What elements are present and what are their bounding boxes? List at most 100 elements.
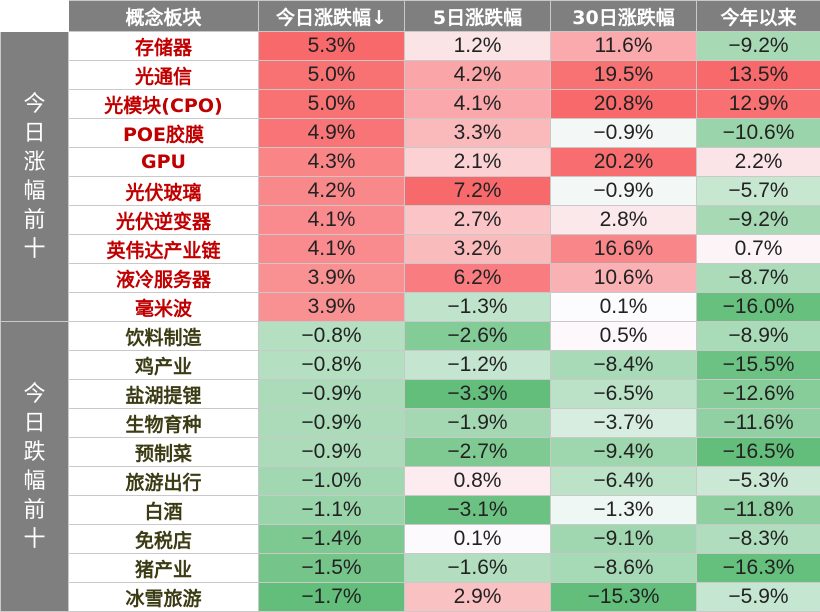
value-cell-ytd: −16.5% <box>697 438 820 467</box>
header-today-change: 今日涨跌幅↓ <box>259 1 405 32</box>
table-row: 旅游出行−1.0%0.8%−6.4%−5.3% <box>1 467 820 496</box>
value-cell-30d: −0.9% <box>551 177 697 206</box>
value-cell-ytd: 2.2% <box>697 148 820 177</box>
value-cell-30d: −0.9% <box>551 119 697 148</box>
concept-name: 光模块(CPO) <box>69 90 259 119</box>
concept-name: 英伟达产业链 <box>69 235 259 264</box>
value-cell-5d: 1.2% <box>405 32 551 61</box>
concept-name: 光伏逆变器 <box>69 206 259 235</box>
table-row: 猪产业−1.5%−1.6%−8.6%−16.3% <box>1 554 820 583</box>
value-cell-today: 5.3% <box>259 32 405 61</box>
value-cell-today: 3.9% <box>259 264 405 293</box>
group-label-top-gainers: 今日涨幅前十 <box>1 32 69 322</box>
value-cell-30d: 10.6% <box>551 264 697 293</box>
concept-name: 饮料制造 <box>69 322 259 351</box>
value-cell-ytd: −8.3% <box>697 525 820 554</box>
concept-name: 预制菜 <box>69 438 259 467</box>
value-cell-today: 4.1% <box>259 206 405 235</box>
concept-name: 白酒 <box>69 496 259 525</box>
table-row: 鸡产业−0.8%−1.2%−8.4%−15.5% <box>1 351 820 380</box>
value-cell-ytd: 0.7% <box>697 235 820 264</box>
concept-name: 鸡产业 <box>69 351 259 380</box>
value-cell-30d: 16.6% <box>551 235 697 264</box>
value-cell-ytd: 13.5% <box>697 61 820 90</box>
value-cell-5d: −1.6% <box>405 554 551 583</box>
header-blank <box>1 1 69 32</box>
value-cell-today: −0.9% <box>259 380 405 409</box>
value-cell-5d: −2.7% <box>405 438 551 467</box>
value-cell-30d: −9.4% <box>551 438 697 467</box>
value-cell-30d: −9.1% <box>551 525 697 554</box>
value-cell-today: −0.9% <box>259 438 405 467</box>
value-cell-5d: 3.3% <box>405 119 551 148</box>
value-cell-ytd: −11.6% <box>697 409 820 438</box>
group-label-top-losers: 今日跌幅前十 <box>1 322 69 612</box>
concept-name: 生物育种 <box>69 409 259 438</box>
concept-name: 毫米波 <box>69 293 259 322</box>
concept-name: POE胶膜 <box>69 119 259 148</box>
value-cell-today: −0.9% <box>259 409 405 438</box>
group-label-text: 今日涨幅前十 <box>1 90 68 264</box>
value-cell-ytd: −16.3% <box>697 554 820 583</box>
value-cell-ytd: −16.0% <box>697 293 820 322</box>
value-cell-today: −1.4% <box>259 525 405 554</box>
value-cell-30d: 20.8% <box>551 90 697 119</box>
value-cell-30d: 11.6% <box>551 32 697 61</box>
group-label-text: 今日跌幅前十 <box>1 380 68 554</box>
value-cell-5d: 6.2% <box>405 264 551 293</box>
header-5d-change: 5日涨跌幅 <box>405 1 551 32</box>
concept-name: 旅游出行 <box>69 467 259 496</box>
value-cell-today: 4.1% <box>259 235 405 264</box>
value-cell-5d: 4.2% <box>405 61 551 90</box>
value-cell-ytd: −5.7% <box>697 177 820 206</box>
concept-name: 盐湖提锂 <box>69 380 259 409</box>
value-cell-today: −0.8% <box>259 351 405 380</box>
concept-name: 存储器 <box>69 32 259 61</box>
value-cell-5d: −2.6% <box>405 322 551 351</box>
value-cell-today: 3.9% <box>259 293 405 322</box>
value-cell-30d: −1.3% <box>551 496 697 525</box>
value-cell-5d: 2.9% <box>405 583 551 612</box>
value-cell-today: −1.0% <box>259 467 405 496</box>
value-cell-30d: −15.3% <box>551 583 697 612</box>
value-cell-30d: −8.4% <box>551 351 697 380</box>
header-concept: 概念板块 <box>69 1 259 32</box>
value-cell-30d: −6.5% <box>551 380 697 409</box>
value-cell-ytd: −8.7% <box>697 264 820 293</box>
table-row: 盐湖提锂−0.9%−3.3%−6.5%−12.6% <box>1 380 820 409</box>
concept-name: 免税店 <box>69 525 259 554</box>
value-cell-ytd: −11.8% <box>697 496 820 525</box>
value-cell-ytd: −9.2% <box>697 206 820 235</box>
value-cell-today: −0.8% <box>259 322 405 351</box>
value-cell-ytd: −5.9% <box>697 583 820 612</box>
value-cell-5d: 2.7% <box>405 206 551 235</box>
value-cell-30d: 19.5% <box>551 61 697 90</box>
value-cell-30d: 0.1% <box>551 293 697 322</box>
value-cell-5d: 7.2% <box>405 177 551 206</box>
concept-name: 猪产业 <box>69 554 259 583</box>
table-row: 光模块(CPO)5.0%4.1%20.8%12.9% <box>1 90 820 119</box>
value-cell-ytd: −10.6% <box>697 119 820 148</box>
table-row: 预制菜−0.9%−2.7%−9.4%−16.5% <box>1 438 820 467</box>
value-cell-30d: 2.8% <box>551 206 697 235</box>
value-cell-30d: −3.7% <box>551 409 697 438</box>
value-cell-5d: −3.3% <box>405 380 551 409</box>
value-cell-30d: 20.2% <box>551 148 697 177</box>
value-cell-5d: −1.2% <box>405 351 551 380</box>
value-cell-today: −1.7% <box>259 583 405 612</box>
value-cell-5d: 0.1% <box>405 525 551 554</box>
concept-name: 光通信 <box>69 61 259 90</box>
header-30d-change: 30日涨跌幅 <box>551 1 697 32</box>
concept-name: 液冷服务器 <box>69 264 259 293</box>
